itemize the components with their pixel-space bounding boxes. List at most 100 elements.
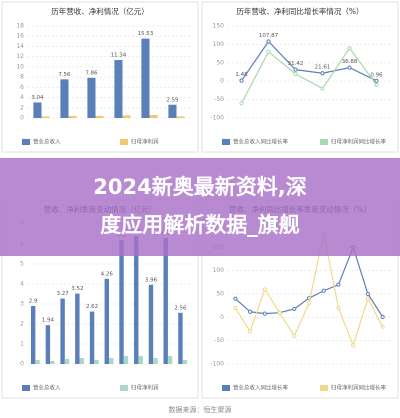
data-label: 1.48: [235, 72, 248, 78]
y-tick-label: 2: [20, 321, 24, 328]
legend-label: 归母净利润: [131, 138, 159, 146]
y-tick-label: 6: [20, 84, 24, 91]
y-tick-label: 14: [16, 43, 24, 50]
y-tick-label: 50: [216, 59, 224, 66]
point: [292, 333, 297, 339]
bar: [41, 116, 50, 118]
bar: [35, 360, 40, 364]
bar: [94, 360, 99, 364]
line: [241, 40, 377, 82]
footer: 数据来源：恒生聚源: [169, 405, 232, 414]
point: [380, 324, 385, 329]
point: [293, 67, 298, 72]
point: [336, 305, 341, 311]
point: [262, 311, 267, 316]
banner-line: 度应用解析数据_旗舰: [100, 213, 300, 237]
bar: [68, 115, 77, 118]
y-tick-label: 18: [16, 23, 24, 30]
data-label: 2.9: [29, 299, 38, 305]
bar: [134, 236, 139, 364]
point: [239, 78, 244, 83]
bar: [33, 102, 42, 118]
y-tick-label: 0: [20, 361, 24, 368]
point: [262, 287, 267, 292]
bar: [104, 278, 109, 364]
bar: [60, 298, 65, 364]
bar: [119, 240, 124, 364]
bar: [141, 38, 150, 118]
legend-swatch: [120, 385, 128, 391]
point: [266, 49, 271, 54]
bar: [178, 312, 183, 364]
y-tick-label: 12: [16, 53, 24, 60]
data-label: 21.61: [315, 65, 331, 71]
bar: [167, 356, 173, 364]
legend-label: 营业总收入: [33, 384, 61, 392]
point: [374, 82, 379, 87]
bar: [122, 115, 131, 118]
legend-swatch: [320, 139, 328, 145]
bar: [45, 325, 51, 364]
point: [347, 45, 352, 51]
panel: [201, 1, 399, 153]
data-label: 7.86: [85, 70, 98, 76]
y-tick-label: 100: [213, 267, 225, 274]
legend-swatch: [22, 139, 30, 145]
y-tick-label: -50: [214, 96, 224, 103]
point: [320, 71, 325, 76]
point: [374, 78, 379, 83]
bar: [87, 77, 96, 118]
legend-swatch: [320, 385, 328, 391]
data-label: 31.42: [288, 61, 304, 67]
point: [293, 71, 298, 76]
point: [336, 282, 341, 287]
legend-swatch: [22, 385, 30, 391]
legend-label: 归母净利润同比增长率: [331, 138, 387, 146]
data-label: 3.04: [31, 95, 44, 101]
point: [247, 309, 253, 314]
point: [233, 296, 238, 301]
legend-swatch: [120, 139, 128, 145]
bar: [60, 79, 69, 118]
bar: [79, 358, 84, 364]
legend-label: 营业总收入同比增长率: [233, 384, 289, 392]
bar: [138, 356, 143, 364]
y-tick-label: 100: [213, 41, 225, 48]
point: [306, 301, 312, 306]
y-tick-label: 0: [220, 314, 224, 321]
point: [292, 306, 297, 312]
point: [277, 310, 282, 315]
data-label: 3.52: [71, 286, 83, 292]
y-tick-label: 1: [20, 341, 24, 348]
y-tick-label: -100: [210, 115, 224, 122]
chart-title: 历年营收、净利情况（亿元）: [51, 6, 149, 16]
legend-swatch: [222, 385, 230, 391]
bar: [30, 306, 36, 364]
y-tick-label: 5: [20, 261, 24, 268]
bar: [149, 114, 158, 118]
chart-title: 历年营收、净利同比增长率情况（%）: [236, 6, 363, 16]
data-label: 0.96: [370, 72, 383, 78]
bar: [148, 284, 154, 364]
y-tick-label: 3: [20, 301, 24, 308]
point: [320, 86, 325, 91]
y-tick-label: 0: [220, 78, 224, 85]
point: [233, 305, 238, 311]
point: [239, 101, 244, 106]
y-tick-label: 0: [20, 115, 24, 122]
bar: [153, 358, 158, 364]
legend-label: 归母净利润: [131, 384, 159, 392]
bar: [109, 358, 114, 364]
legend-label: 归母净利润同比增长率: [331, 384, 387, 392]
bar: [75, 293, 80, 364]
bar: [123, 356, 129, 364]
bar: [182, 360, 188, 364]
data-label: 11.34: [111, 53, 127, 59]
y-tick-label: -50: [214, 337, 224, 344]
y-tick-label: 4: [20, 94, 24, 101]
data-label: 2.56: [174, 305, 187, 311]
y-tick-label: -100: [210, 361, 224, 368]
line: [240, 47, 377, 104]
bar: [176, 116, 185, 118]
